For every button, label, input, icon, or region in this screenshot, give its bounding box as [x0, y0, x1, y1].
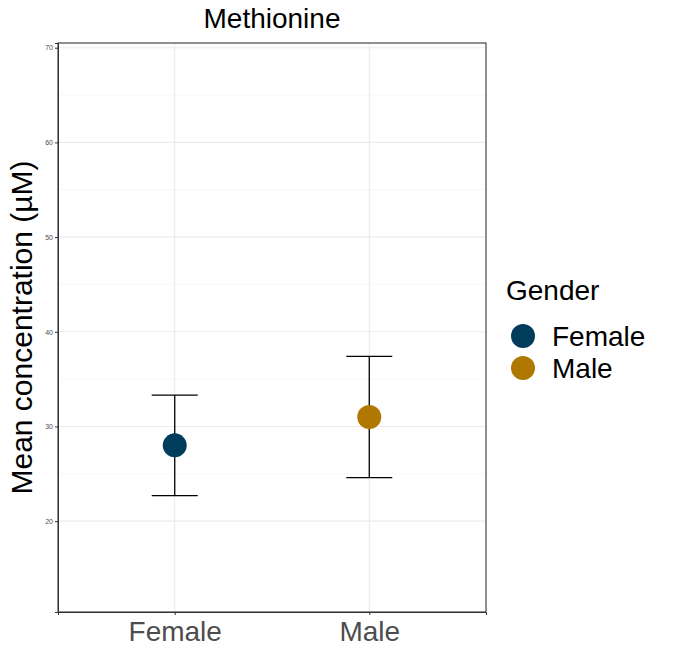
- y-tick: 70: [45, 44, 58, 51]
- y-tick-mark: [55, 332, 58, 333]
- x-tick-mark: [175, 612, 176, 615]
- y-tick-label: 50: [45, 234, 53, 241]
- y-tick: 20: [45, 518, 58, 525]
- x-tick: Female: [129, 612, 222, 647]
- grid-line: [58, 237, 486, 238]
- y-tick: 50: [45, 234, 58, 241]
- title: Methionine: [204, 3, 341, 34]
- error-bar: [346, 356, 392, 477]
- legend-item: Female: [511, 321, 645, 352]
- y-axis-line: [55, 44, 59, 613]
- grid-line: [58, 521, 486, 522]
- error-bar-cap: [346, 477, 392, 478]
- grid-line: [369, 43, 370, 612]
- grid-line: [58, 426, 486, 427]
- legend-label: Male: [552, 353, 613, 384]
- legend: Gender FemaleMale: [506, 275, 645, 384]
- grid-line: [58, 331, 486, 332]
- y-tick-label: 20: [45, 518, 53, 525]
- grid-line: [174, 43, 175, 612]
- y-tick-mark: [55, 237, 58, 238]
- y-tick: 60: [45, 139, 58, 146]
- chart: 203040506070FemaleMaleMethionineMean con…: [0, 0, 683, 656]
- y-tick-mark: [55, 48, 58, 49]
- error-bar-cap: [152, 495, 198, 496]
- y-tick-label: 30: [45, 423, 53, 430]
- grid: [58, 43, 486, 612]
- legend-swatch: [511, 356, 535, 380]
- legend-swatch: [511, 324, 535, 348]
- y-tick: 40: [45, 329, 58, 336]
- y-tick-label: 60: [45, 139, 53, 146]
- marks: [152, 356, 393, 495]
- y-axis: 20 30 40 50 60 70: [45, 44, 58, 613]
- x-tick-label: Male: [339, 616, 400, 647]
- y-tick-mark: [55, 521, 58, 522]
- y-tick-label: 40: [45, 329, 53, 336]
- error-bar: [152, 395, 198, 495]
- plot-area: 20 30 40 50 60 70 Female Male: [45, 43, 486, 647]
- y-tick-label: 70: [45, 44, 53, 51]
- legend-item: Male: [511, 353, 613, 384]
- legend-label: Female: [552, 321, 645, 352]
- y-tick-mark: [55, 142, 58, 143]
- minor-grid-line: [58, 284, 486, 285]
- minor-grid-line: [58, 95, 486, 96]
- minor-grid-line: [58, 379, 486, 380]
- panel-border: [58, 43, 486, 612]
- panel-background: [58, 43, 486, 612]
- legend-title: Gender: [506, 275, 599, 306]
- y-tick-mark: [55, 426, 58, 427]
- point: [163, 433, 187, 457]
- minor-grid-line: [58, 473, 486, 474]
- y-axis-title: Mean concentration (µM): [5, 160, 38, 494]
- x-tick: Male: [339, 612, 400, 647]
- error-bar-cap: [346, 356, 392, 357]
- grid-line: [58, 47, 486, 48]
- minor-grid-line: [58, 189, 486, 190]
- x-tick-mark: [369, 612, 370, 615]
- x-tick-label: Female: [129, 616, 222, 647]
- y-tick: 30: [45, 423, 58, 430]
- grid-line: [58, 142, 486, 143]
- x-axis: Female Male: [59, 612, 487, 647]
- point: [357, 405, 381, 429]
- x-axis-line: [59, 613, 487, 616]
- error-bar-cap: [152, 395, 198, 396]
